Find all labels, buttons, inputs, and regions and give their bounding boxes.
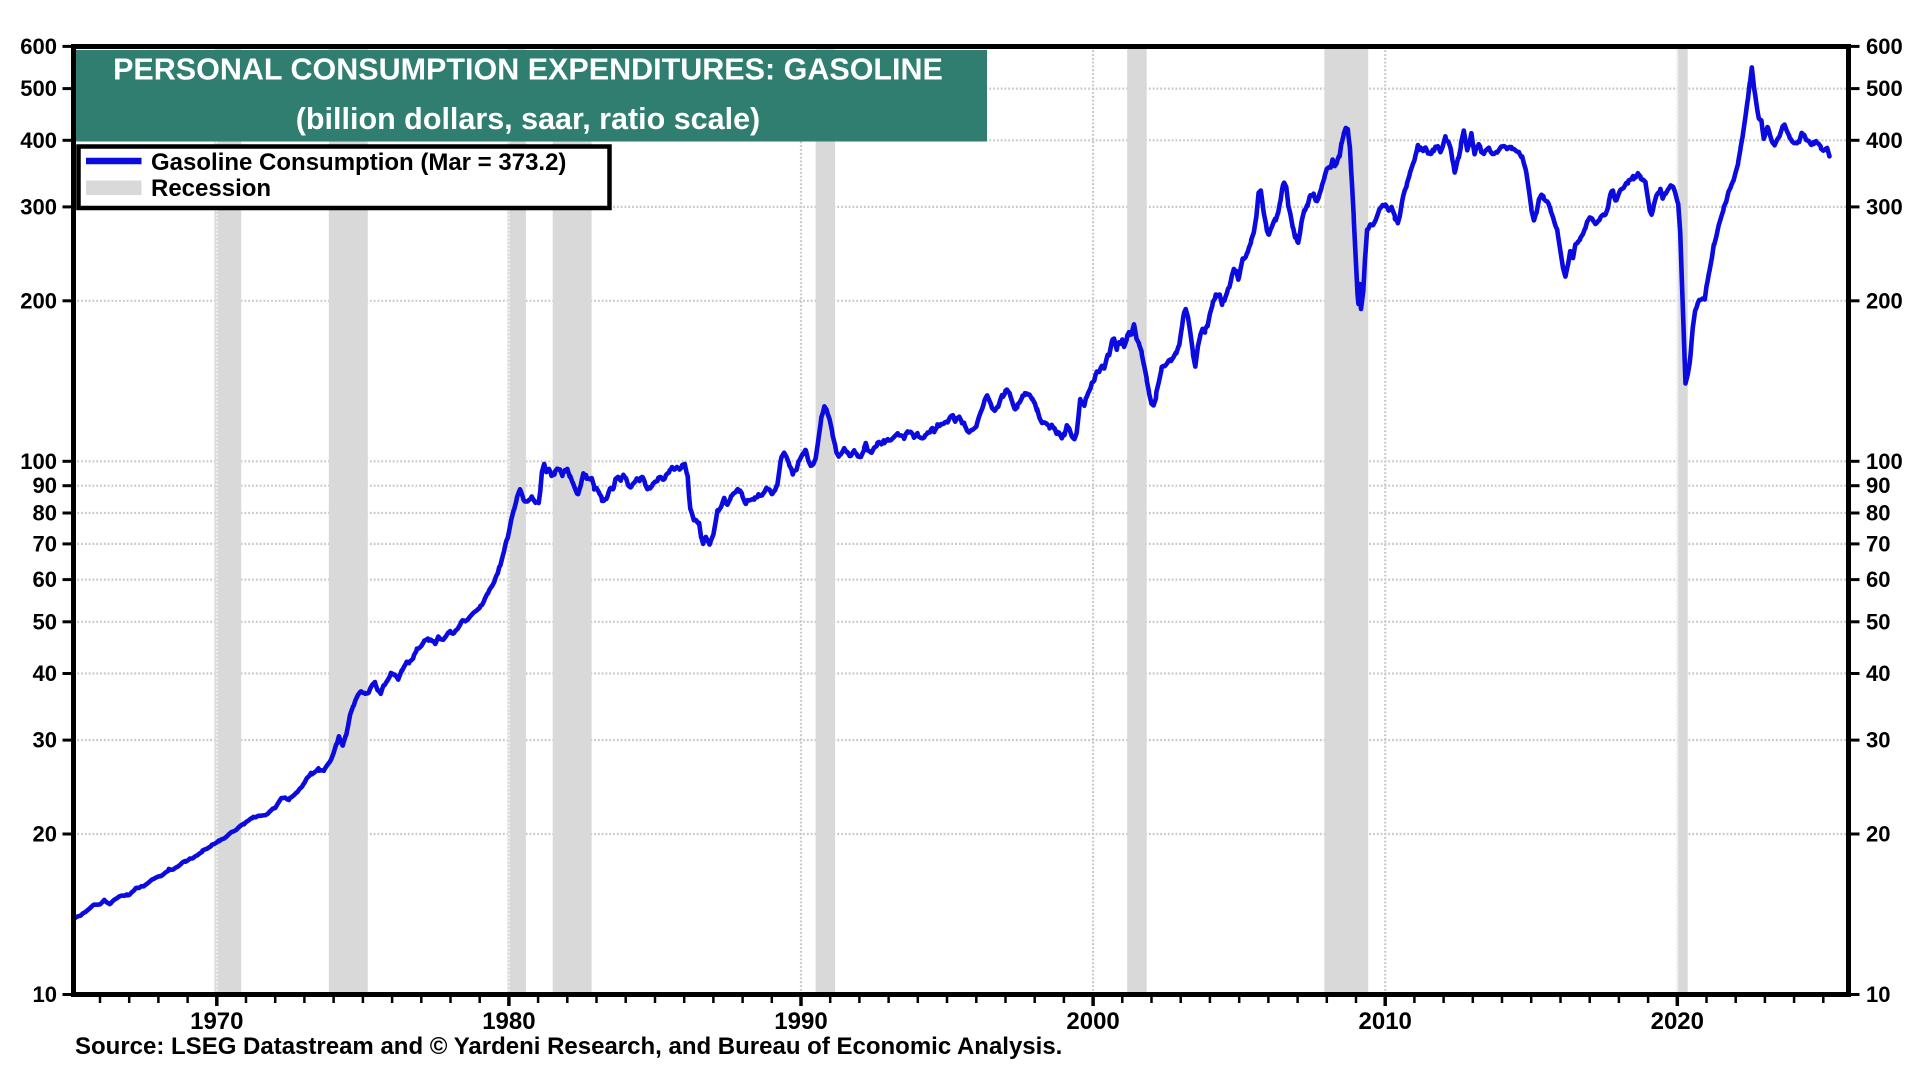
svg-text:70: 70	[1866, 531, 1890, 556]
svg-text:600: 600	[20, 34, 57, 59]
svg-text:PERSONAL CONSUMPTION EXPENDITU: PERSONAL CONSUMPTION EXPENDITURES: GASOL…	[113, 53, 943, 87]
svg-text:90: 90	[1866, 473, 1890, 498]
svg-text:100: 100	[1866, 449, 1903, 474]
svg-text:60: 60	[33, 567, 57, 592]
svg-text:10: 10	[33, 982, 57, 1007]
svg-text:400: 400	[1866, 128, 1903, 153]
svg-text:2020: 2020	[1651, 1008, 1704, 1035]
svg-text:50: 50	[33, 609, 57, 634]
svg-text:20: 20	[33, 822, 57, 847]
svg-text:600: 600	[1866, 34, 1903, 59]
svg-text:70: 70	[33, 531, 57, 556]
svg-text:80: 80	[33, 501, 57, 526]
svg-text:60: 60	[1866, 567, 1890, 592]
svg-text:10: 10	[1866, 982, 1890, 1007]
svg-text:300: 300	[20, 194, 57, 219]
svg-text:500: 500	[20, 76, 57, 101]
svg-text:Recession: Recession	[151, 175, 271, 202]
svg-text:1980: 1980	[482, 1008, 535, 1035]
svg-text:1970: 1970	[190, 1008, 243, 1035]
svg-text:200: 200	[1866, 288, 1903, 313]
svg-text:50: 50	[1866, 609, 1890, 634]
svg-text:2010: 2010	[1359, 1008, 1412, 1035]
svg-text:30: 30	[1866, 728, 1890, 753]
svg-text:30: 30	[33, 728, 57, 753]
svg-text:1990: 1990	[774, 1008, 827, 1035]
svg-text:300: 300	[1866, 194, 1903, 219]
svg-text:20: 20	[1866, 822, 1890, 847]
svg-text:80: 80	[1866, 501, 1890, 526]
svg-text:(billion dollars, saar, ratio: (billion dollars, saar, ratio scale)	[296, 102, 760, 136]
svg-text:2000: 2000	[1066, 1008, 1119, 1035]
svg-text:90: 90	[33, 473, 57, 498]
svg-text:Gasoline Consumption (Mar = 37: Gasoline Consumption (Mar = 373.2)	[151, 149, 566, 176]
svg-text:400: 400	[20, 128, 57, 153]
svg-text:500: 500	[1866, 76, 1903, 101]
svg-text:Source: LSEG Datastream and ©: Source: LSEG Datastream and © Yardeni Re…	[75, 1033, 1062, 1060]
svg-text:40: 40	[33, 661, 57, 686]
svg-text:100: 100	[20, 449, 57, 474]
svg-text:40: 40	[1866, 661, 1890, 686]
svg-text:200: 200	[20, 288, 57, 313]
